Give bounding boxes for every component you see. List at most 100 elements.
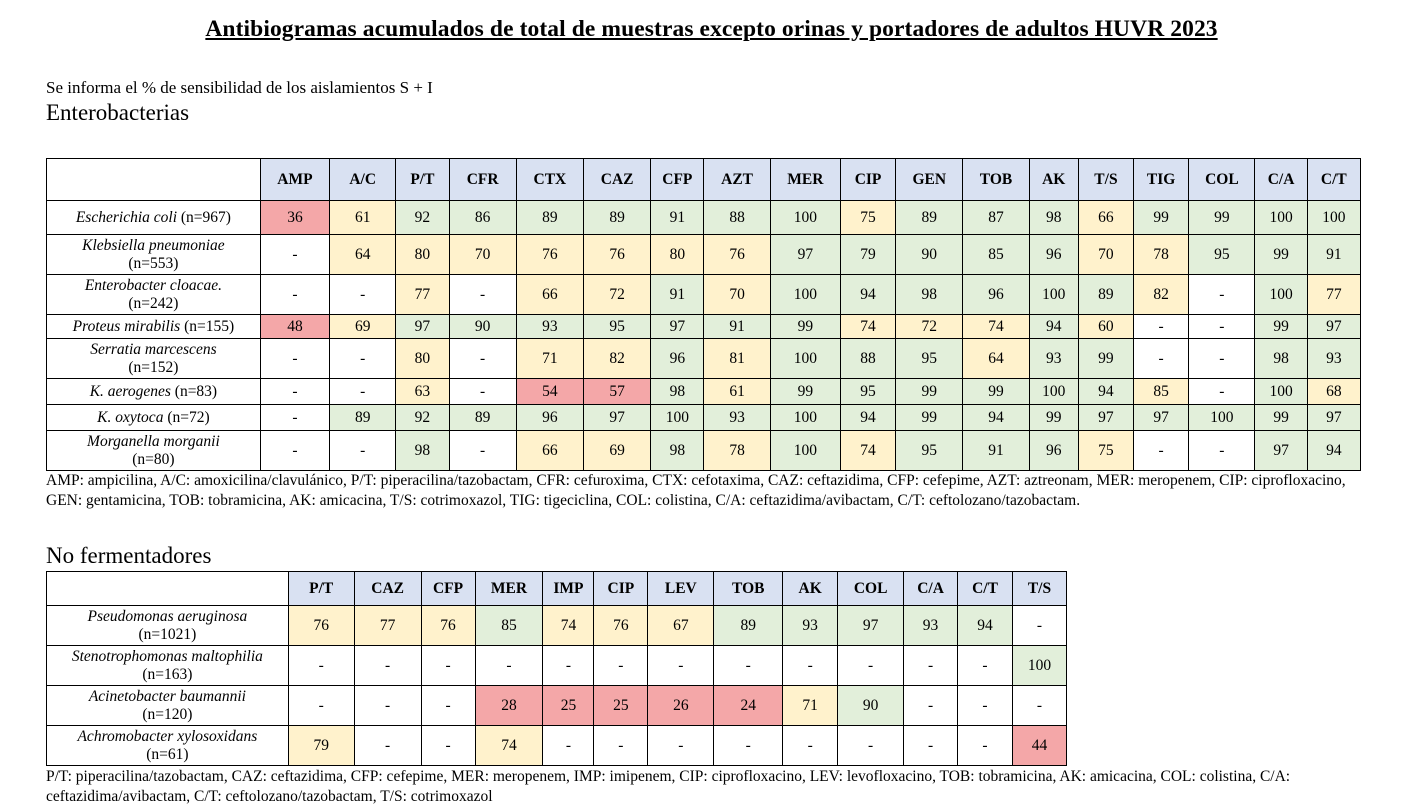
corner-cell — [46, 571, 289, 606]
column-header: P/T — [287, 571, 355, 606]
susceptibility-cell: 57 — [582, 378, 652, 405]
organism-name: Klebsiella pneumoniae — [82, 236, 225, 254]
sample-count: (n=967) — [177, 208, 231, 226]
susceptibility-cell: 71 — [515, 338, 585, 379]
susceptibility-cell: - — [259, 430, 331, 471]
section-heading-no-fermentadores: No fermentadores — [46, 543, 212, 568]
susceptibility-cell: - — [782, 725, 839, 766]
susceptibility-cell: 99 — [1254, 404, 1308, 431]
susceptibility-cell: 66 — [515, 430, 585, 471]
susceptibility-cell: 97 — [650, 314, 705, 339]
susceptibility-cell: 91 — [703, 314, 771, 339]
susceptibility-cell: 94 — [839, 404, 897, 431]
sample-count: (n=152) — [128, 358, 179, 376]
column-header: AK — [782, 571, 839, 606]
susceptibility-cell: - — [329, 378, 397, 405]
column-header: LEV — [647, 571, 715, 606]
susceptibility-cell: - — [1188, 430, 1256, 471]
susceptibility-cell: - — [837, 645, 905, 686]
organism-name: K. oxytoca — [97, 408, 164, 426]
column-header: CTX — [515, 158, 585, 201]
susceptibility-cell: 89 — [448, 404, 517, 431]
susceptibility-cell: 99 — [962, 378, 1030, 405]
organism-name: Acinetobacter baumannii — [88, 687, 246, 705]
susceptibility-cell: 77 — [1306, 274, 1362, 315]
susceptibility-cell: 95 — [582, 314, 652, 339]
susceptibility-cell: 99 — [769, 378, 841, 405]
susceptibility-cell: 89 — [1077, 274, 1135, 315]
sample-count: (n=61) — [146, 745, 189, 763]
susceptibility-cell: 100 — [1011, 645, 1068, 686]
column-header: CAZ — [582, 158, 652, 201]
column-header: COL — [1188, 158, 1256, 201]
table-row: Klebsiella pneumoniae (n=553) -64 80 70 76 76 8… — [46, 234, 1362, 275]
table-row: Escherichia coli (n=967) 36 61 92 86 89 89 91 88… — [46, 200, 1362, 235]
column-header: CAZ — [353, 571, 422, 606]
susceptibility-cell: 98 — [895, 274, 964, 315]
susceptibility-cell: - — [259, 378, 331, 405]
sample-count: (n=553) — [128, 254, 179, 272]
susceptibility-cell: 78 — [703, 430, 771, 471]
susceptibility-cell: 25 — [593, 685, 649, 726]
susceptibility-cell: 100 — [1188, 404, 1256, 431]
column-header: CIP — [839, 158, 897, 201]
susceptibility-cell: 96 — [515, 404, 585, 431]
susceptibility-cell: - — [957, 645, 1013, 686]
susceptibility-cell: - — [1188, 274, 1256, 315]
sample-count: (n=83) — [170, 382, 218, 400]
table-row: Pseudomonas aeruginosa (n=1021) 76 77 76 85 74… — [46, 605, 1068, 646]
susceptibility-cell: 91 — [962, 430, 1030, 471]
sample-count: (n=242) — [128, 294, 179, 312]
sample-count: (n=72) — [163, 408, 210, 426]
susceptibility-cell: - — [957, 725, 1013, 766]
susceptibility-cell: 97 — [1133, 404, 1190, 431]
susceptibility-cell: 74 — [542, 605, 595, 646]
organism-name: Morganella morganii — [87, 432, 220, 450]
organism-cell: K. aerogenes (n=83) — [46, 378, 261, 405]
susceptibility-cell: 64 — [962, 338, 1030, 379]
susceptibility-cell: 77 — [353, 605, 422, 646]
susceptibility-cell: 90 — [895, 234, 964, 275]
susceptibility-cell: 93 — [1028, 338, 1079, 379]
susceptibility-cell: 28 — [474, 685, 544, 726]
susceptibility-cell: 100 — [1306, 200, 1362, 235]
susceptibility-cell: 61 — [703, 378, 771, 405]
susceptibility-cell: 96 — [962, 274, 1030, 315]
susceptibility-cell: 89 — [895, 200, 964, 235]
susceptibility-cell: - — [903, 685, 959, 726]
column-header: AK — [1028, 158, 1079, 201]
organism-cell: Achromobacter xylosoxidans (n=61) — [46, 725, 289, 766]
column-header: P/T — [395, 158, 450, 201]
column-header: CIP — [593, 571, 649, 606]
susceptibility-cell: 79 — [287, 725, 355, 766]
organism-name: K. aerogenes — [89, 382, 171, 400]
column-header: CFP — [650, 158, 705, 201]
susceptibility-cell: 70 — [448, 234, 517, 275]
column-header: CFR — [448, 158, 517, 201]
susceptibility-cell: 82 — [1133, 274, 1190, 315]
table-row: Proteus mirabilis (n=155) 48 69 97 90 93 95 97 9… — [46, 314, 1362, 339]
column-header: C/T — [1306, 158, 1362, 201]
susceptibility-cell: 93 — [782, 605, 839, 646]
organism-name: Stenotrophomonas maltophilia — [71, 647, 263, 665]
susceptibility-cell: 97 — [1306, 404, 1362, 431]
susceptibility-cell: - — [448, 378, 517, 405]
organism-name: Enterobacter cloacae. — [84, 276, 222, 294]
susceptibility-cell: - — [329, 430, 397, 471]
susceptibility-cell: 100 — [769, 338, 841, 379]
susceptibility-cell: 85 — [962, 234, 1030, 275]
enterobacterias-footnote: AMP: ampicilina, A/C: amoxicilina/clavul… — [46, 472, 1346, 509]
susceptibility-cell: - — [259, 274, 331, 315]
susceptibility-cell: - — [1188, 378, 1256, 405]
table-row: Enterobacter cloacae. (n=242) - -77-66 72 91 7… — [46, 274, 1362, 315]
susceptibility-cell: 100 — [1254, 274, 1308, 315]
susceptibility-cell: 94 — [1306, 430, 1362, 471]
susceptibility-cell: 94 — [839, 274, 897, 315]
susceptibility-cell: 96 — [650, 338, 705, 379]
column-header: TOB — [962, 158, 1030, 201]
susceptibility-cell: 100 — [769, 430, 841, 471]
susceptibility-cell: 67 — [647, 605, 715, 646]
susceptibility-cell: - — [287, 645, 355, 686]
susceptibility-cell: - — [782, 645, 839, 686]
organism-name: Proteus mirabilis — [72, 317, 181, 335]
